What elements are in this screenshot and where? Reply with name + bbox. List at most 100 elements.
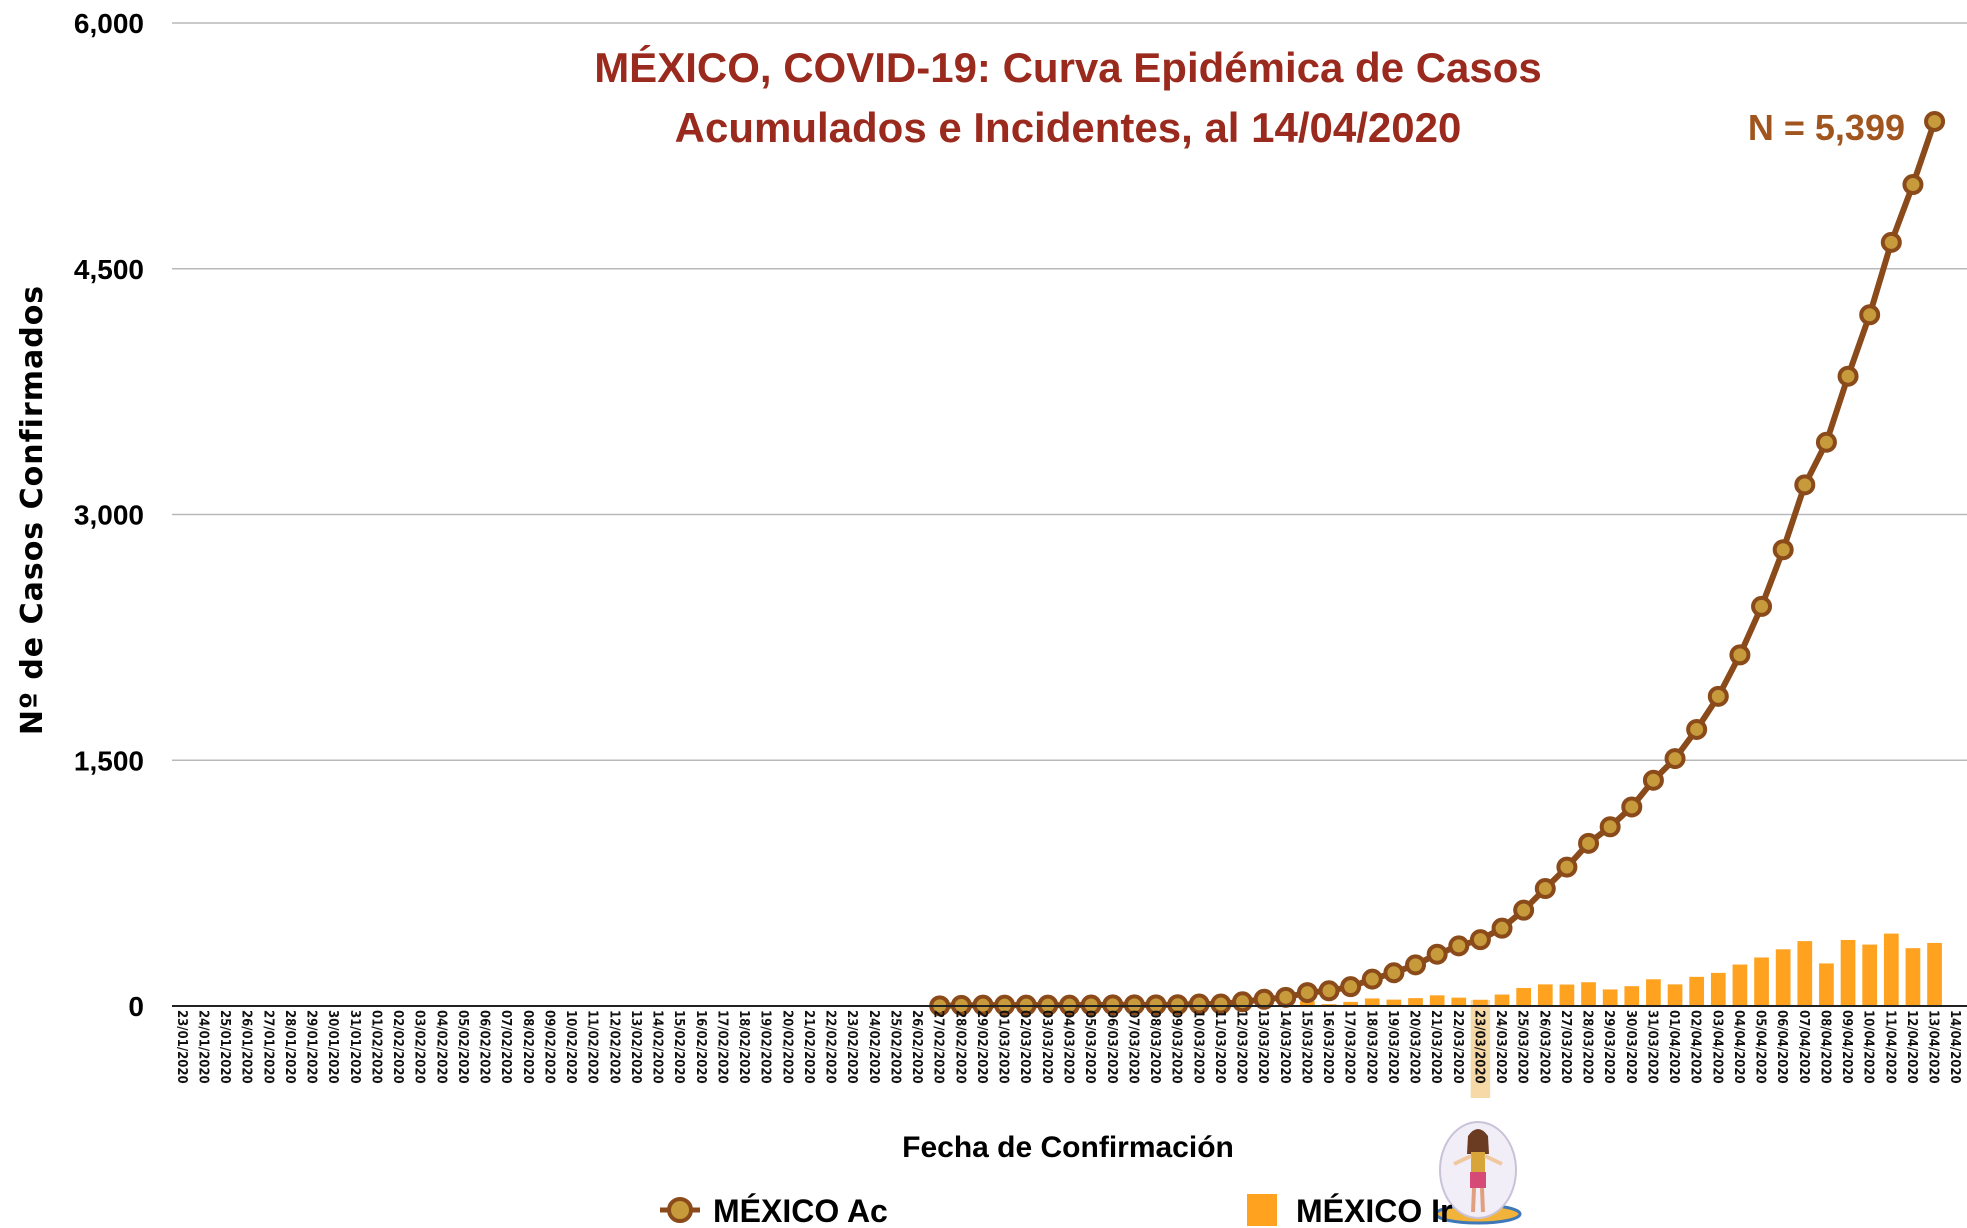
x-tick-label: 06/04/2020	[1774, 1010, 1789, 1084]
cumulative-point	[1188, 993, 1210, 1015]
incident-bar	[1732, 964, 1748, 1006]
cumulative-point	[1815, 431, 1837, 453]
cumulative-point	[1405, 954, 1427, 976]
incident-bar	[1840, 939, 1856, 1006]
x-tick-label: 12/03/2020	[1234, 1010, 1249, 1084]
x-tick-label: 05/03/2020	[1082, 1010, 1097, 1084]
x-tick-label: 24/03/2020	[1493, 1010, 1508, 1084]
incident-bar	[1473, 999, 1488, 1006]
x-tick-label: 05/02/2020	[455, 1010, 470, 1084]
cumulative-point	[1837, 365, 1859, 387]
cumulative-point	[1491, 917, 1513, 939]
x-tick-label: 23/01/2020	[174, 1010, 189, 1084]
y-tick-label: 1,500	[74, 745, 144, 776]
cumulative-point	[1772, 539, 1794, 561]
incident-bar	[1602, 989, 1618, 1006]
chart-title: MÉXICO, COVID-19: Curva Epidémica de Cas…	[594, 44, 1542, 91]
x-tick-label: 15/03/2020	[1298, 1010, 1313, 1084]
incident-bar	[1300, 1001, 1315, 1006]
incident-bar	[1364, 998, 1380, 1006]
chart-subtitle: Acumulados e Incidentes, al 14/04/2020	[675, 104, 1462, 151]
x-tick-label: 07/04/2020	[1796, 1010, 1811, 1084]
x-tick-label: 21/03/2020	[1428, 1010, 1443, 1084]
cumulative-point	[1578, 832, 1600, 854]
x-tick-label: 25/03/2020	[1515, 1010, 1530, 1084]
x-tick-label: 17/02/2020	[714, 1010, 729, 1084]
incident-bars	[932, 933, 1942, 1006]
x-tick-label: 08/02/2020	[520, 1010, 535, 1084]
x-tick-label: 31/01/2020	[347, 1010, 362, 1084]
x-tick-label: 29/02/2020	[974, 1010, 989, 1084]
x-tick-label: 13/04/2020	[1926, 1010, 1941, 1084]
x-tick-label: 20/02/2020	[779, 1010, 794, 1084]
legend: MÉXICO Ac MÉXICO Ir	[660, 1193, 1452, 1228]
x-tick-label: 15/02/2020	[671, 1010, 686, 1084]
x-tick-label: 05/04/2020	[1753, 1010, 1768, 1084]
x-tick-label: 01/04/2020	[1666, 1010, 1681, 1084]
x-tick-label: 02/04/2020	[1688, 1010, 1703, 1084]
legend-label-cumulative: MÉXICO Ac	[713, 1193, 888, 1228]
cumulative-point	[1924, 110, 1946, 132]
x-tick-label: 09/02/2020	[541, 1010, 556, 1084]
x-tick-label: 10/03/2020	[1190, 1010, 1205, 1084]
cumulative-point	[1383, 962, 1405, 984]
cumulative-point	[1794, 474, 1816, 496]
incident-bar	[1775, 949, 1791, 1006]
incident-bar	[1689, 976, 1705, 1006]
cumulative-point	[1686, 718, 1708, 740]
incident-bar	[1667, 984, 1683, 1006]
x-tick-label: 02/02/2020	[390, 1010, 405, 1084]
incident-bar	[1429, 995, 1445, 1006]
x-tick-label: 03/02/2020	[412, 1010, 427, 1084]
x-tick-label: 09/03/2020	[1169, 1010, 1184, 1084]
incident-bar	[1927, 942, 1942, 1006]
x-tick-label: 30/01/2020	[325, 1010, 340, 1084]
x-tick-label: 17/03/2020	[1342, 1010, 1357, 1084]
x-tick-label: 22/03/2020	[1450, 1010, 1465, 1084]
cumulative-point	[1556, 856, 1578, 878]
x-tick-label: 08/04/2020	[1817, 1010, 1832, 1084]
cumulative-point	[1664, 748, 1686, 770]
cumulative-point	[1102, 994, 1124, 1016]
legend-marker-incident	[1247, 1194, 1277, 1226]
cumulative-point	[1318, 980, 1340, 1002]
incident-bar	[1797, 941, 1813, 1006]
x-tick-label: 22/02/2020	[823, 1010, 838, 1084]
x-tick-label: 30/03/2020	[1623, 1010, 1638, 1084]
incident-bar	[1516, 987, 1532, 1006]
cumulative-point	[1253, 988, 1275, 1010]
incident-bar	[1819, 963, 1834, 1006]
incident-bar	[1408, 998, 1423, 1006]
legend-marker-cumulative	[667, 1197, 693, 1223]
x-tick-label: 26/02/2020	[909, 1010, 924, 1084]
x-tick-label: 18/02/2020	[736, 1010, 751, 1084]
x-tick-label: 28/01/2020	[282, 1010, 297, 1084]
x-tick-label: 04/03/2020	[1061, 1010, 1076, 1084]
x-tick-label: 08/03/2020	[1147, 1010, 1162, 1084]
x-tick-label: 16/02/2020	[693, 1010, 708, 1084]
x-tick-label: 27/03/2020	[1558, 1010, 1573, 1084]
incident-bar	[1581, 982, 1596, 1006]
legend-item-cumulative: MÉXICO Ac	[660, 1193, 888, 1228]
x-tick-label: 03/03/2020	[1039, 1010, 1054, 1084]
x-tick-label: 14/04/2020	[1947, 1010, 1962, 1084]
x-tick-label: 28/02/2020	[952, 1010, 967, 1084]
legend-item-incident: MÉXICO Ir	[1247, 1193, 1452, 1228]
cumulative-point	[1426, 943, 1448, 965]
x-tick-label: 06/02/2020	[477, 1010, 492, 1084]
cumulative-point	[1642, 769, 1664, 791]
cumulative-series-line	[939, 120, 1938, 1009]
total-annotation: N = 5,399	[1748, 107, 1905, 148]
y-tick-label: 0	[128, 991, 144, 1022]
x-tick-label: 29/03/2020	[1601, 1010, 1616, 1084]
incident-bar	[1905, 948, 1921, 1006]
x-tick-label: 07/02/2020	[498, 1010, 513, 1084]
x-tick-label: 23/03/2020	[1471, 1010, 1486, 1084]
cumulative-point	[1448, 935, 1470, 957]
x-tick-label: 18/03/2020	[1363, 1010, 1378, 1084]
x-tick-label: 10/02/2020	[563, 1010, 578, 1084]
x-tick-label: 25/02/2020	[887, 1010, 902, 1084]
x-tick-label: 01/03/2020	[996, 1010, 1011, 1084]
x-tick-label: 13/03/2020	[1255, 1010, 1270, 1084]
highlighted-date-band	[1470, 1000, 1491, 1098]
